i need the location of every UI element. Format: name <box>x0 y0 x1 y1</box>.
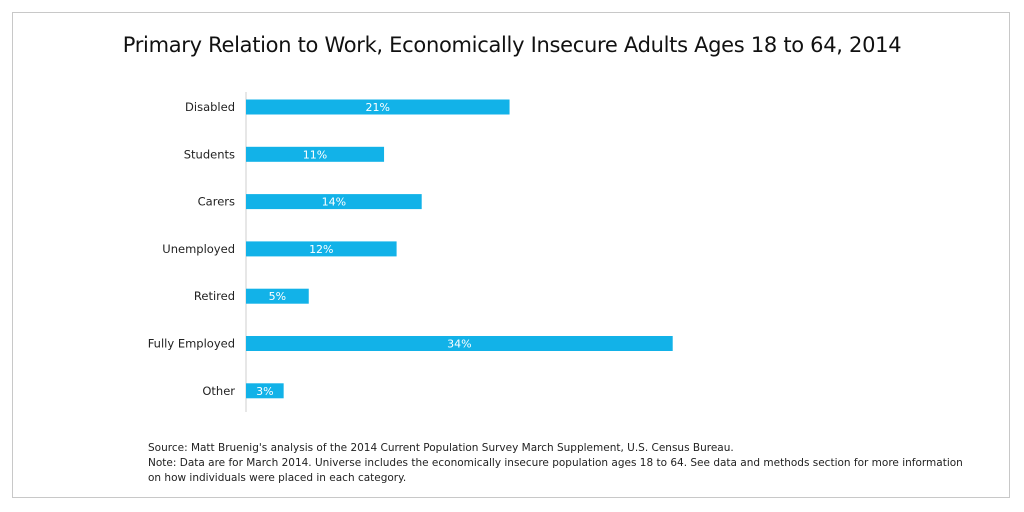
bar-value-label: 5% <box>269 290 286 303</box>
chart-frame <box>12 12 1010 498</box>
chart-title: Primary Relation to Work, Economically I… <box>122 33 902 57</box>
bar <box>246 383 284 399</box>
bar <box>246 99 510 115</box>
bar <box>246 336 673 351</box>
bar-value-label: 3% <box>256 385 273 398</box>
category-label: Fully Employed <box>148 337 235 351</box>
category-label: Students <box>184 147 235 161</box>
bar-value-label: 11% <box>303 148 327 161</box>
bar <box>246 241 397 257</box>
source-note: Source: Matt Bruenig's analysis of the 2… <box>148 442 734 454</box>
category-label: Other <box>202 384 235 398</box>
category-label: Retired <box>194 289 235 303</box>
bar-value-label: 14% <box>322 196 346 209</box>
chart-notes: Source: Matt Bruenig's analysis of the 2… <box>148 441 968 486</box>
bar-value-label: 34% <box>447 338 471 351</box>
data-note: Note: Data are for March 2014. Universe … <box>148 457 963 484</box>
bar-value-label: 21% <box>366 101 390 114</box>
category-label: Unemployed <box>162 242 235 256</box>
bars-group: Disabled 21% Students 11% Carers 14% Unemploye… <box>148 99 673 399</box>
bar <box>246 146 385 162</box>
bar <box>246 288 309 304</box>
category-label: Disabled <box>185 100 235 114</box>
bar <box>246 194 422 210</box>
category-label: Carers <box>198 195 235 209</box>
bar-value-label: 12% <box>309 243 333 256</box>
